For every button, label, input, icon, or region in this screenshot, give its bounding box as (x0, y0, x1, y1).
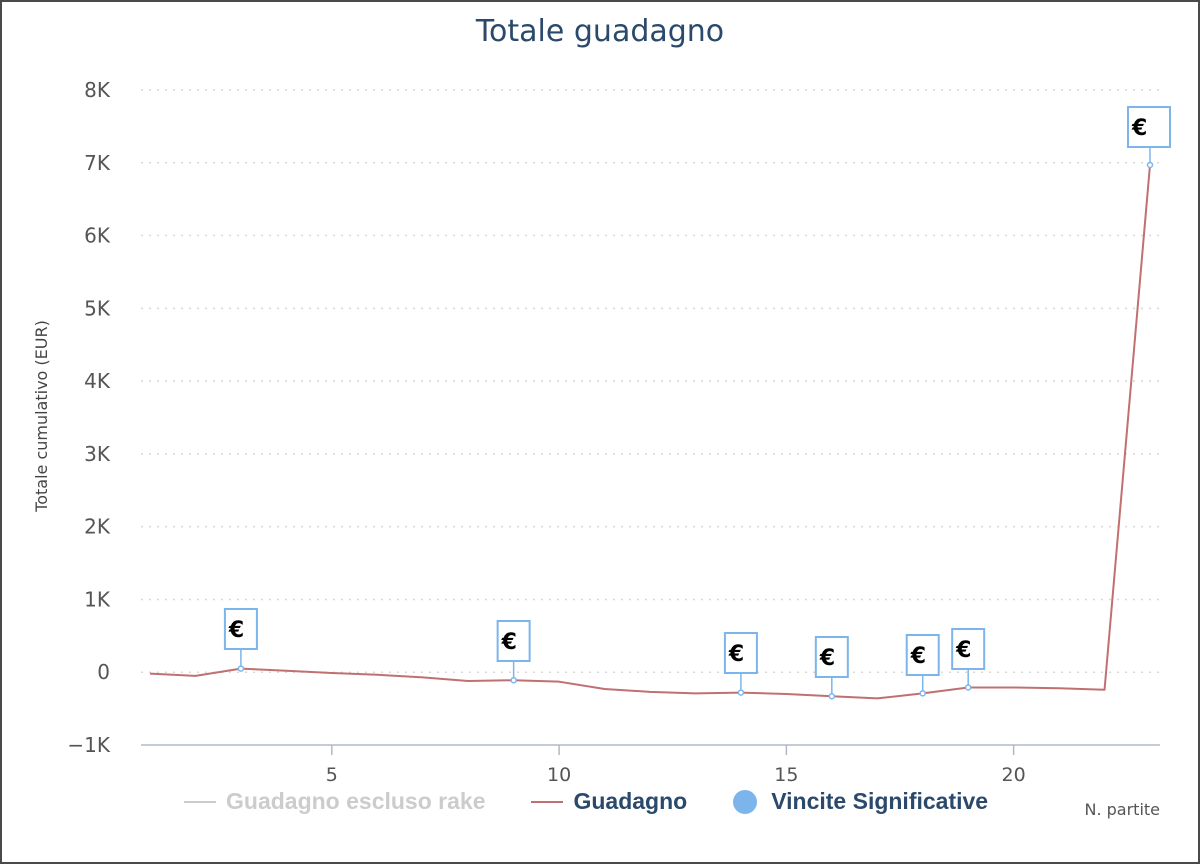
flags-layer: € € € € € € € (223, 106, 1171, 700)
flag-point (737, 689, 745, 696)
grid-lines (141, 89, 1160, 673)
series-line-guadagno (149, 164, 1151, 700)
flag-label: € (910, 644, 926, 669)
y-tick-label: 2K (84, 515, 111, 539)
flag-label: € (955, 638, 971, 663)
flag-label: € (228, 618, 244, 643)
flag-box (1127, 106, 1171, 148)
legend-item-guadagno[interactable]: Guadagno (531, 788, 687, 815)
y-tick-label: 4K (84, 369, 111, 393)
flag-point (964, 684, 972, 691)
y-tick-label: 7K (84, 151, 111, 175)
flag-box (905, 634, 940, 676)
flag-label: € (1131, 116, 1147, 141)
flag-point (919, 690, 926, 697)
legend-item-vincite-significative[interactable]: Vincite Significative (733, 788, 988, 815)
x-axis-label: N. partite (1084, 800, 1160, 819)
flag-label: € (501, 630, 517, 655)
legend-line-icon (531, 800, 564, 803)
y-tick-label: 5K (84, 296, 111, 320)
y-tick-label: 1K (84, 587, 111, 611)
flag-box (951, 628, 986, 670)
y-tick-label: 3K (84, 442, 111, 466)
y-tick-label: −1K (67, 733, 110, 757)
legend-label: Guadagno (573, 788, 688, 814)
chart-title: Totale guadagno (475, 14, 725, 49)
y-axis-label: Totale cumulativo (EUR) (32, 320, 51, 513)
legend-dot-icon (733, 789, 758, 814)
y-tick-label: 8K (84, 78, 111, 102)
flag-point (1146, 161, 1154, 169)
flag-label: € (819, 646, 835, 671)
x-axis: 5 10 15 20 (141, 744, 1160, 786)
series-layer (149, 164, 1151, 700)
y-tick-label: 6K (84, 224, 111, 248)
flag-box (814, 636, 849, 678)
flag-point (510, 676, 517, 684)
x-tick-label: 10 (547, 764, 571, 786)
flag-point (237, 665, 245, 672)
legend-label: Vincite Significative (771, 788, 989, 814)
x-tick-label: 5 (326, 764, 338, 786)
flag-box (496, 620, 531, 662)
y-axis-ticks: −1K 0 1K 2K 3K 4K 5K 6K 7K 8K (67, 78, 110, 757)
legend: Guadagno escluso rake Guadagno Vincite S… (184, 788, 1034, 815)
legend-line-icon (184, 800, 216, 803)
legend-item-guadagno-escluso-rake[interactable]: Guadagno escluso rake (184, 788, 485, 815)
flag-box (723, 632, 758, 674)
flag-point (828, 692, 836, 700)
flag-box (223, 608, 258, 650)
legend-label: Guadagno escluso rake (226, 788, 486, 814)
y-tick-label: 0 (97, 660, 110, 684)
x-tick-label: 15 (774, 764, 798, 786)
x-tick-label: 20 (1002, 764, 1026, 786)
flag-label: € (728, 642, 744, 667)
